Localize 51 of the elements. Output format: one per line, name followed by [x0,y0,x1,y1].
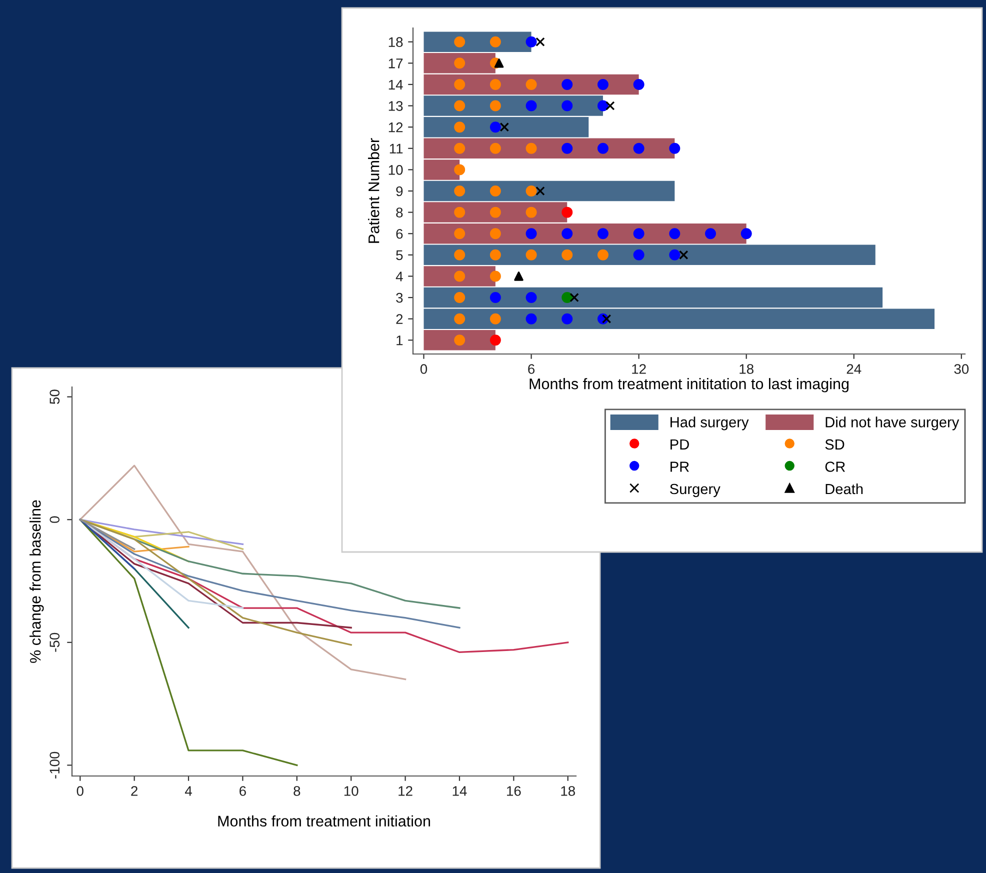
x-tick-label: 24 [846,364,862,374]
x-tick-label: 30 [954,364,969,374]
x-tick-label: 0 [420,364,428,374]
x-tick-label: 18 [561,786,575,796]
y-tick-label: 14 [388,80,403,90]
legend-label: Death [826,483,863,494]
x-tick-label: 10 [344,786,358,796]
legend-label: Surgery [670,484,720,498]
legend-label: Did not have surgery [826,416,960,430]
y-tick-label: 0 [50,516,60,523]
y-tick-label: 2 [396,314,403,324]
bar [424,244,876,266]
y-tick-label: 11 [390,144,403,154]
y-tick-label: 4 [396,272,403,282]
y-axis-title: % change from baseline [30,500,44,663]
y-tick-label: 3 [396,292,403,303]
legend-label: SD [825,439,844,450]
y-tick-label: 12 [388,122,403,132]
x-tick-label: 16 [507,786,521,796]
x-tick-label: 4 [184,786,192,796]
y-tick-label: -100 [50,752,60,778]
bar [424,330,496,350]
x-tick-label: 6 [240,786,246,796]
legend-label: CR [825,462,845,472]
x-tick-label: 0 [76,786,84,796]
x-tick-label: 12 [632,364,646,374]
legend-label: Had surgery [670,416,749,430]
y-tick-label: 13 [388,101,403,111]
x-tick-label: 14 [452,786,467,796]
y-tick-label: 5 [396,250,403,260]
bar [424,180,675,202]
y-tick-label: 10 [388,165,403,175]
line-series [79,464,406,680]
y-axis-title: Patient Number [368,138,380,243]
y-tick-label: 8 [396,208,403,218]
y-tick-label: 17 [388,58,403,68]
y-tick-label: 1 [396,336,403,346]
y-tick-label: -50 [50,632,60,652]
y-tick-label: 18 [388,37,403,48]
bar [424,266,496,286]
x-tick-label: 6 [528,364,535,374]
y-tick-label: 50 [50,390,60,404]
x-axis-title: Months from treatment inititation to last imaging [530,378,849,392]
x-tick-label: 2 [131,786,138,796]
y-tick-label: 6 [396,228,403,239]
x-tick-label: 18 [740,364,754,374]
x-tick-label: 8 [294,786,300,796]
legend-label: PR [670,462,689,472]
legend-label: PD [670,439,689,450]
y-tick-label: 9 [396,186,403,196]
x-axis-title: Months from treatment initiation [218,815,430,827]
